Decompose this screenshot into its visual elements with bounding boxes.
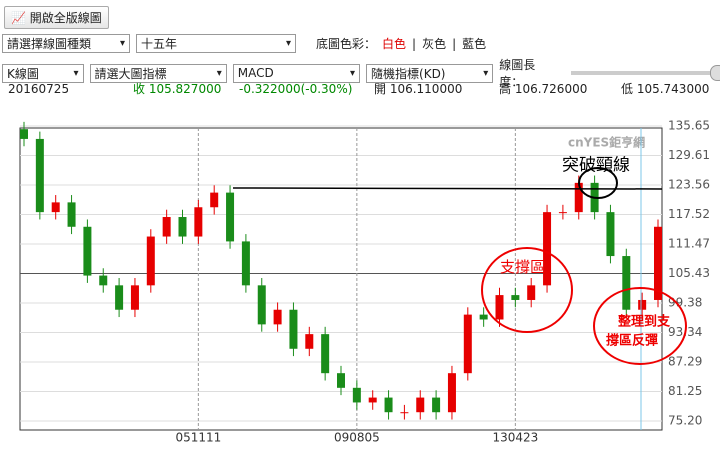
candle-body bbox=[543, 212, 552, 286]
candle-body bbox=[368, 397, 377, 403]
open: 開 106.110000 bbox=[374, 82, 463, 96]
y-tick-label: 111.47 bbox=[668, 237, 710, 251]
rebound-circle bbox=[593, 287, 687, 365]
length-label: 線圖長度： bbox=[499, 58, 536, 89]
candle-body bbox=[146, 236, 155, 286]
indicator-row: K線圖 請選大圖指標 MACD 隨機指標(KD) 線圖長度： bbox=[2, 56, 720, 90]
candle-body bbox=[321, 334, 330, 374]
y-tick-label: 81.25 bbox=[668, 384, 702, 398]
high: 高 106.726000 bbox=[499, 82, 588, 96]
x-tick-label: 051111 bbox=[175, 431, 221, 445]
x-tick-label: 090805 bbox=[334, 431, 380, 445]
selector-row: 請選擇線圖種類 十五年 底圖色彩： 白色| 灰色| 藍色 bbox=[2, 34, 486, 53]
candle-body bbox=[289, 309, 298, 349]
close: 收 105.827000 bbox=[133, 82, 222, 96]
candle-body bbox=[241, 241, 250, 286]
candle-body bbox=[210, 192, 219, 208]
candle-body bbox=[606, 212, 615, 257]
low: 低 105.743000 bbox=[621, 82, 710, 96]
candle-body bbox=[638, 299, 647, 310]
button-label: 開啟全版線圖 bbox=[29, 11, 102, 25]
candle-body bbox=[352, 387, 361, 403]
annotation: 突破頸線 bbox=[562, 156, 630, 176]
toolbar: 📈 開啟全版線圖 bbox=[4, 6, 109, 29]
neck-circle bbox=[578, 167, 618, 199]
indicator-select[interactable]: 請選大圖指標 bbox=[89, 63, 227, 83]
y-tick-label: 105.43 bbox=[668, 266, 710, 280]
annotation: 支撐區 bbox=[500, 258, 545, 276]
candle-body bbox=[384, 397, 393, 413]
candle-body bbox=[115, 285, 124, 310]
candle-body bbox=[654, 226, 662, 300]
candle-body bbox=[194, 207, 203, 237]
candle-body bbox=[99, 275, 108, 286]
candle-body bbox=[558, 212, 567, 214]
candle-body bbox=[479, 314, 488, 320]
y-tick-label: 123.56 bbox=[668, 178, 710, 192]
x-tick-label: 130423 bbox=[492, 431, 538, 445]
y-tick-label: 87.29 bbox=[668, 355, 702, 369]
candle-body bbox=[527, 285, 536, 300]
info-row: 20160725 收 105.827000 -0.322000(-0.30%) … bbox=[8, 80, 709, 97]
candle-body bbox=[511, 295, 520, 300]
support-circle bbox=[481, 247, 573, 333]
length-slider[interactable] bbox=[570, 65, 720, 81]
bg-white[interactable]: 白色 bbox=[382, 37, 407, 51]
plot-frame bbox=[19, 127, 663, 431]
bg-blue[interactable]: 藍色 bbox=[462, 37, 487, 51]
candle-body bbox=[495, 295, 504, 320]
fullscreen-button[interactable]: 📈 開啟全版線圖 bbox=[4, 6, 109, 29]
change: -0.322000(-0.30%) bbox=[239, 81, 353, 96]
watermark: cnYES鉅亨網 bbox=[568, 135, 645, 150]
candle-body bbox=[273, 309, 282, 325]
y-tick-label: 93.34 bbox=[668, 325, 702, 339]
candle-body bbox=[463, 314, 472, 374]
candle-body bbox=[432, 397, 441, 413]
candle-body bbox=[130, 285, 139, 310]
y-tick-label: 99.38 bbox=[668, 296, 702, 310]
y-tick-label: 135.65 bbox=[668, 119, 710, 133]
candle-body bbox=[400, 412, 409, 414]
candle-body bbox=[574, 182, 583, 213]
chart-kind-select[interactable]: 請選擇線圖種類 bbox=[2, 34, 130, 53]
candle-body bbox=[67, 202, 76, 227]
date: 20160725 bbox=[8, 81, 70, 96]
annotation: 整理到支 bbox=[617, 314, 671, 330]
kline-select[interactable]: K線圖 bbox=[2, 63, 84, 83]
candle-body bbox=[590, 182, 599, 213]
y-tick-label: 117.52 bbox=[668, 207, 710, 221]
candle-body bbox=[83, 226, 92, 276]
candle-body bbox=[162, 217, 171, 237]
candle-body bbox=[257, 285, 266, 325]
candle-body bbox=[178, 217, 187, 237]
bg-gray[interactable]: 灰色 bbox=[422, 37, 447, 51]
kd-select[interactable]: 隨機指標(KD) bbox=[366, 63, 494, 83]
annotation: 撐區反彈 bbox=[606, 333, 658, 349]
period-select[interactable]: 十五年 bbox=[136, 34, 296, 53]
macd-select[interactable]: MACD bbox=[232, 63, 361, 83]
candle-body bbox=[337, 373, 345, 388]
candle-body bbox=[51, 202, 60, 213]
candle-body bbox=[20, 129, 28, 139]
candle-body bbox=[226, 192, 235, 242]
candle-body bbox=[35, 138, 44, 213]
candle-body bbox=[305, 334, 314, 349]
candle-body bbox=[447, 373, 456, 413]
y-tick-label: 75.20 bbox=[668, 414, 702, 428]
neckline bbox=[232, 187, 663, 190]
candle-body bbox=[416, 397, 425, 413]
candle-body bbox=[622, 256, 631, 310]
bg-label: 底圖色彩： bbox=[316, 37, 377, 51]
y-tick-label: 129.61 bbox=[668, 148, 710, 162]
